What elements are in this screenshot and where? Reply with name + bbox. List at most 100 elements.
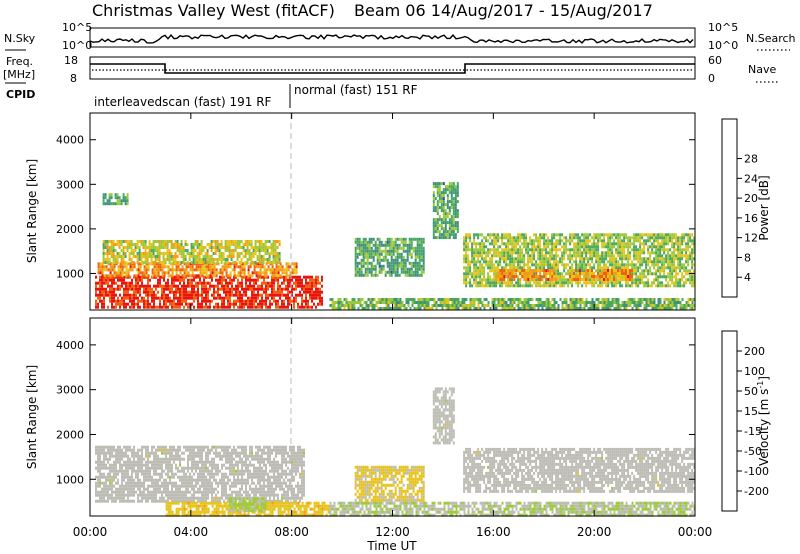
heatmap-cell [531,242,534,246]
heatmap-cell [591,245,594,249]
heatmap-cell [509,266,512,270]
heatmap-cell [537,263,540,267]
heatmap-cell [287,293,289,297]
heatmap-cell [569,281,572,285]
heatmap-cell [147,278,149,282]
heatmap-cell [225,268,228,272]
heatmap-cell [493,275,496,278]
heatmap-cell [360,264,363,268]
heatmap-cell [244,252,247,255]
heatmap-cell [655,236,658,240]
heatmap-cell [633,269,636,273]
heatmap-cell [661,275,664,279]
heatmap-cell [432,218,435,222]
heatmap-cell [295,293,297,297]
heatmap-cell [347,304,350,307]
heatmap-cell [637,260,640,264]
heatmap-cell [259,274,262,278]
heatmap-cell [575,236,578,240]
heatmap-cell [285,271,288,275]
heatmap-cell [493,269,496,273]
heatmap-cell [210,258,213,261]
heatmap-cell [479,248,482,252]
heatmap-cell [449,304,452,307]
heatmap-cell [635,233,638,237]
heatmap-cell [446,212,449,216]
heatmap-cell [533,248,536,252]
heatmap-cell [205,274,208,278]
heatmap-cell [545,233,548,237]
heatmap-cell [477,251,480,255]
heatmap-cell [595,245,598,249]
heatmap-cell [374,270,377,274]
heatmap-cell [127,296,129,300]
heatmap-cell [134,255,137,258]
heatmap-cell [493,263,496,267]
heatmap-cell [136,252,139,255]
heatmap-cell [565,239,568,243]
heatmap-cell [104,252,107,255]
heatmap-cell [173,296,175,300]
heatmap-cell [527,301,530,304]
heatmap-cell [625,233,628,237]
heatmap-cell [295,281,297,285]
heatmap-cell [589,272,592,276]
heatmap-cell [343,304,346,307]
heatmap-cell [142,252,145,255]
heatmap-cell [503,304,506,307]
heatmap-cell [107,284,109,288]
heatmap-cell [285,278,287,282]
heatmap-cell [118,202,121,206]
heatmap-cell [679,257,682,261]
heatmap-cell [503,242,506,246]
heatmap-cell [625,269,627,272]
heatmap-cell [645,275,648,279]
heatmap-cell [422,240,425,244]
heatmap-cell [647,278,650,282]
heatmap-cell [225,290,227,294]
heatmap-cell [345,301,348,304]
heatmap-cell [561,260,564,264]
heatmap-cell [473,236,476,240]
heatmap-cell [593,233,596,237]
heatmap-cell [577,275,579,278]
heatmap-cell [539,242,542,246]
heatmap-cell [402,264,405,268]
heatmap-cell [407,304,410,307]
heatmap-cell [599,269,602,273]
heatmap-cell [511,284,514,288]
heatmap-cell [265,299,267,303]
heatmap-cell [269,271,272,275]
heatmap-cell [501,307,504,310]
heatmap-cell [659,236,662,240]
heatmap-cell [108,261,111,264]
heatmap-cell [601,269,604,273]
heatmap-cell [188,255,191,258]
heatmap-cell [395,298,398,301]
heatmap-cell [305,284,307,288]
heatmap-cell [418,246,421,250]
heatmap-cell [236,252,239,255]
heatmap-cell [454,200,457,204]
heatmap-cell [274,246,277,249]
heatmap-cell [469,248,472,252]
heatmap-cell [97,478,99,482]
heatmap-cell [99,284,101,288]
heatmap-cell [629,236,632,240]
heatmap-cell [173,278,175,282]
heatmap-cell [571,263,574,267]
heatmap-cell [112,202,115,206]
heatmap-cell [259,293,261,297]
heatmap-cell [501,272,504,275]
heatmap-cell [671,236,674,240]
heatmap-cell [575,254,578,258]
heatmap-cell [148,243,151,246]
heatmap-cell [583,266,586,270]
heatmap-cell [333,301,336,304]
heatmap-cell [372,249,375,253]
heatmap-cell [243,299,245,303]
heatmap-cell [225,278,227,282]
heatmap-cell [525,248,528,252]
heatmap-cell [637,236,640,240]
heatmap-cell [631,278,633,281]
